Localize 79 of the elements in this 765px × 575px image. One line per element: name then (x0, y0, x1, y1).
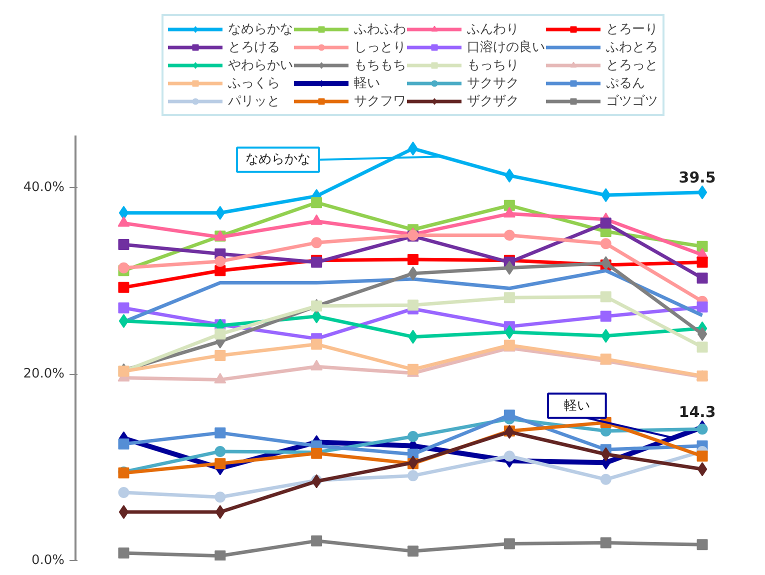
point (408, 470, 418, 482)
legend-label: とろっと (606, 57, 658, 74)
point (118, 239, 130, 250)
point (600, 238, 612, 250)
point (214, 458, 226, 470)
point (600, 218, 612, 229)
point (118, 206, 129, 220)
y-tick-label: 40.0% (23, 180, 65, 196)
point (408, 546, 418, 557)
legend-label: とろける (228, 39, 280, 56)
y-tick-label: 0.0% (31, 553, 65, 568)
point (311, 197, 322, 208)
point (696, 450, 708, 462)
point (311, 535, 322, 546)
legend-label: 軽い (354, 75, 380, 92)
point (214, 492, 226, 503)
point (118, 486, 130, 498)
point (118, 314, 129, 328)
point (311, 338, 322, 350)
legend-label: なめらかな (228, 21, 293, 38)
point (696, 424, 708, 435)
point (504, 200, 515, 211)
point (408, 431, 418, 442)
point (600, 537, 612, 548)
point (214, 328, 226, 340)
legend-label: もっちり (467, 57, 519, 74)
point (214, 256, 226, 267)
point (504, 230, 515, 241)
point (696, 272, 708, 284)
point (118, 262, 130, 274)
legend-label: ふわふわ (354, 21, 406, 38)
point (696, 342, 708, 353)
data-label: 39.5 (678, 168, 716, 186)
point (504, 410, 515, 421)
legend-label: しっとり (354, 39, 406, 56)
legend-label: ふっくら (228, 75, 280, 92)
point (214, 446, 226, 457)
point (697, 327, 708, 342)
point (696, 240, 708, 252)
point (118, 302, 130, 314)
point (311, 237, 322, 248)
point (600, 474, 612, 485)
point (504, 538, 515, 550)
legend-label: ふわとろ (606, 39, 658, 56)
point (118, 438, 130, 450)
point (697, 185, 708, 200)
legend-label: ゴツゴツ (606, 93, 658, 110)
legend-label: ザクザク (467, 93, 519, 110)
point (118, 505, 129, 520)
point (118, 282, 130, 293)
legend-label: 口溶けの良い (467, 39, 545, 56)
point (696, 256, 708, 268)
legend-label: とろーり (606, 21, 658, 38)
point (408, 254, 418, 265)
point (504, 450, 515, 462)
legend-label: サクフワ (354, 93, 406, 110)
data-label: 14.3 (678, 403, 716, 422)
point (118, 548, 130, 559)
point (214, 427, 226, 438)
annotation: 軽い (564, 398, 590, 414)
point (696, 301, 708, 312)
y-tick-label: 20.0% (23, 366, 65, 382)
legend-label: やわらかい (228, 57, 293, 74)
point (696, 539, 708, 550)
point (214, 550, 226, 560)
legend-label: ふんわり (467, 21, 519, 38)
point (697, 462, 708, 476)
point (408, 300, 418, 311)
point (214, 350, 226, 361)
point (600, 310, 612, 322)
point (214, 265, 226, 276)
point (504, 292, 515, 304)
legend-label: パリッと (228, 93, 280, 110)
annotation: なめらかな (246, 152, 310, 168)
point (408, 364, 418, 375)
legend-label: ぷるん (606, 75, 645, 92)
legend-label: もちもち (354, 57, 406, 74)
point (600, 291, 612, 302)
legend-label: サクサク (467, 75, 519, 92)
